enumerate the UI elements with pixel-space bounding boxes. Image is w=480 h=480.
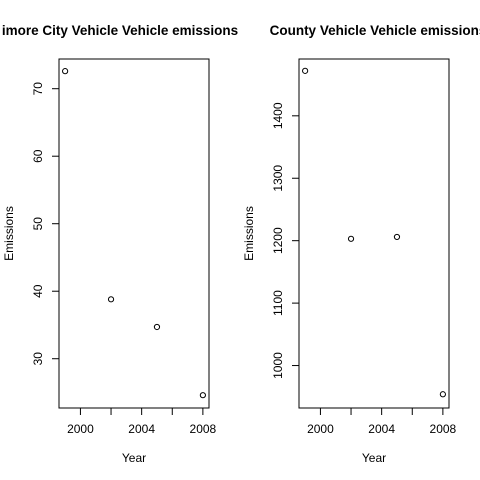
data-point — [107, 296, 115, 303]
x-axis-label: Year — [362, 451, 386, 465]
y-tick-label: 1300 — [271, 165, 285, 192]
y-tick-label: 1400 — [271, 102, 285, 129]
x-tick-label: 2008 — [190, 422, 217, 436]
data-point — [393, 233, 401, 241]
y-axis-label: Emissions — [242, 206, 256, 261]
y-tick-label: 1200 — [271, 227, 285, 254]
y-tick-label: 40 — [31, 284, 45, 298]
chart-panel-baltimore: imore City Vehicle Vehicle emissions 2000… — [2, 23, 238, 465]
chart-title: County Vehicle Vehicle emissions p — [270, 23, 480, 38]
data-point — [439, 391, 446, 398]
x-axis-label: Year — [122, 451, 146, 465]
chart-panel-county: County Vehicle Vehicle emissions p 2000 20… — [242, 23, 480, 465]
x-tick-label: 2000 — [67, 422, 94, 436]
data-point — [302, 67, 309, 74]
x-tick-label: 2004 — [128, 422, 155, 436]
y-axis-label: Emissions — [2, 206, 16, 261]
data-point — [347, 235, 355, 242]
chart-title: imore City Vehicle Vehicle emissions — [2, 23, 238, 38]
y-tick-label: 30 — [31, 352, 45, 366]
data-point — [199, 392, 206, 399]
y-tick-label: 70 — [31, 82, 45, 96]
x-tick-label: 2000 — [307, 422, 334, 436]
y-tick-label: 1000 — [271, 352, 285, 379]
data-point — [153, 323, 161, 331]
plot-frame — [58, 58, 210, 409]
plot-frame — [298, 58, 450, 409]
y-tick-label: 50 — [31, 217, 45, 231]
y-tick-label: 60 — [31, 149, 45, 163]
x-tick-label: 2004 — [368, 422, 395, 436]
x-tick-label: 2008 — [430, 422, 457, 436]
data-point — [62, 68, 69, 75]
y-tick-label: 1100 — [271, 290, 285, 316]
